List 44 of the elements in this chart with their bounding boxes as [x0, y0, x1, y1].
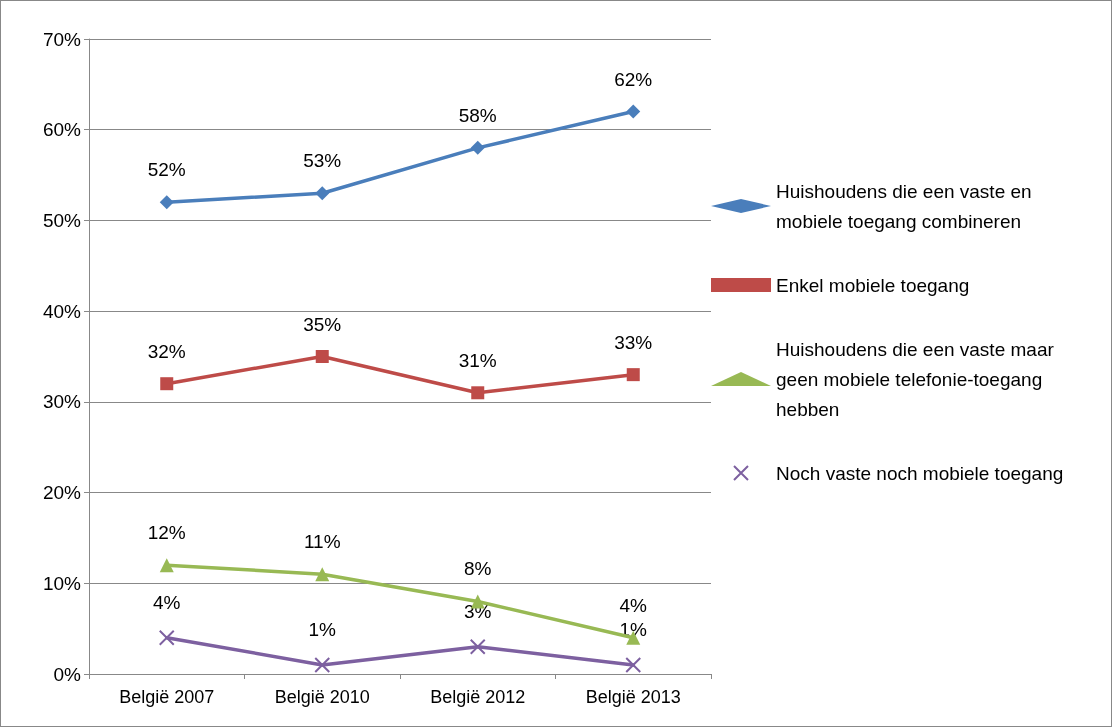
y-tick-label: 0%: [53, 663, 82, 685]
y-tick-label: 60%: [42, 119, 82, 141]
x-tick-label: België 2013: [585, 687, 681, 707]
data-label: 32%: [147, 341, 186, 363]
data-label: 12%: [147, 522, 186, 544]
data-label: 31%: [458, 350, 497, 372]
data-label: 4%: [619, 594, 648, 616]
point: [625, 656, 642, 673]
point: [159, 558, 174, 573]
point: [160, 377, 174, 391]
data-label: 58%: [458, 104, 497, 126]
data-label: 33%: [614, 332, 653, 354]
x-tick-label: België 2007: [119, 687, 215, 707]
point: [315, 186, 330, 201]
point: [470, 140, 485, 155]
point: [626, 104, 641, 119]
data-label: 11%: [303, 531, 341, 553]
point: [626, 368, 640, 382]
point: [315, 350, 329, 363]
legend-label: Enkel mobiele toegang: [776, 274, 970, 296]
data-label: 8%: [464, 558, 492, 580]
data-label: 35%: [303, 314, 342, 335]
point: [315, 567, 330, 582]
x-tick-label: België 2010: [274, 687, 370, 707]
point: [314, 656, 331, 673]
y-tick-label: 30%: [42, 391, 82, 413]
legend-label: Huishoudens die een vaste en mobiele toegang combineren: [776, 180, 1037, 232]
y-tick-label: 10%: [42, 572, 82, 594]
data-label: 53%: [303, 150, 342, 172]
data-label: 4%: [153, 592, 181, 614]
point: [471, 386, 485, 400]
legend-label: Noch vaste noch mobiele toegang: [776, 462, 1064, 484]
data-label: 62%: [614, 68, 653, 90]
point: [159, 195, 174, 210]
y-tick-label: 50%: [42, 209, 82, 231]
y-tick-label: 40%: [42, 300, 82, 322]
y-tick-label: 70%: [42, 28, 82, 50]
point: [158, 629, 175, 646]
data-label: 1%: [308, 619, 337, 641]
data-label: 52%: [147, 159, 186, 181]
x-tick-label: België 2012: [430, 687, 526, 707]
point: [469, 638, 486, 655]
y-tick-label: 20%: [42, 482, 82, 504]
legend-label: Huishoudens die een vaste maar geen mobiele telefonie-toegang hebben: [776, 338, 1060, 420]
